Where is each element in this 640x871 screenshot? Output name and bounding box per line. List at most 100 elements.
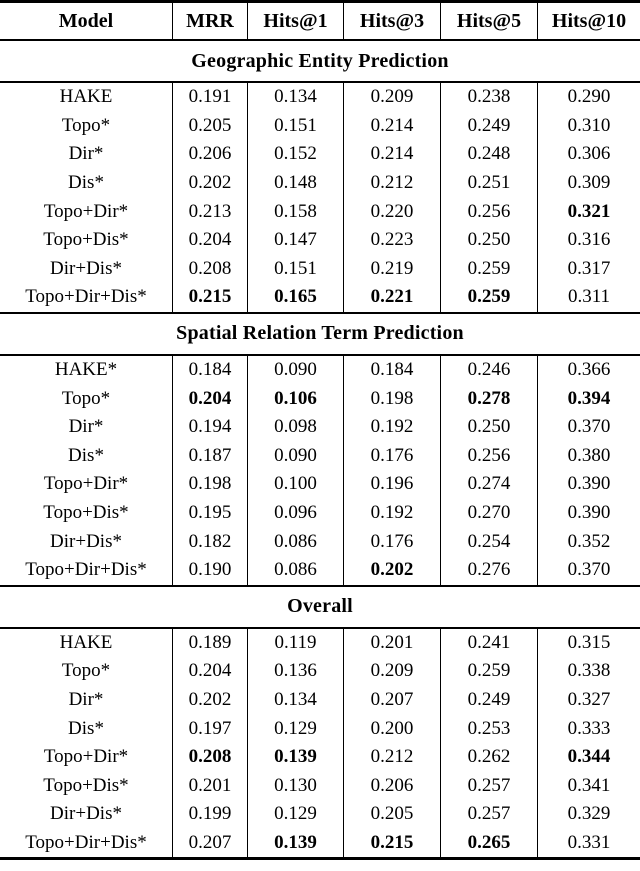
section-overall: Overall HAKE 0.189 0.119 0.201 0.241 0.315 Top…: [0, 587, 640, 858]
metric-value: 0.209: [343, 83, 440, 112]
metric-value: 0.213: [172, 197, 247, 226]
metric-value: 0.274: [440, 470, 537, 499]
metric-value: 0.257: [440, 800, 537, 829]
metric-value: 0.199: [172, 800, 247, 829]
metric-value: 0.212: [343, 168, 440, 198]
table-row: Topo* 0.204 0.106 0.198 0.278 0.394: [0, 384, 640, 413]
metric-value: 0.134: [247, 685, 343, 715]
metric-value: 0.248: [440, 140, 537, 169]
table-row: Dir+Dis* 0.208 0.151 0.219 0.259 0.317: [0, 254, 640, 284]
model-name: Dir+Dis*: [50, 530, 122, 552]
metric-value: 0.129: [247, 800, 343, 829]
metric-value: 0.184: [343, 355, 440, 385]
metric-value: 0.315: [537, 628, 640, 658]
metric-value: 0.206: [343, 771, 440, 801]
metric-value: 0.352: [537, 527, 640, 556]
model-name: Topo+Dir+Dis*: [25, 286, 147, 308]
metric-value: 0.136: [247, 657, 343, 686]
table-row: Dis* 0.202 0.148 0.212 0.251 0.309: [0, 168, 640, 198]
table-row: Dir+Dis* 0.182 0.086 0.176 0.254 0.352: [0, 527, 640, 556]
table-row: Topo+Dir+Dis* 0.207 0.139 0.215 0.265 0.331: [0, 828, 640, 858]
metric-value: 0.198: [172, 470, 247, 499]
model-name: Dis*: [68, 444, 104, 466]
metric-value: 0.184: [172, 355, 247, 385]
model-name: Topo+Dis*: [43, 229, 129, 251]
metric-value: 0.086: [247, 555, 343, 585]
metric-value: 0.331: [537, 828, 640, 858]
metric-value: 0.262: [440, 742, 537, 772]
table-row: Topo+Dis* 0.195 0.096 0.192 0.270 0.390: [0, 498, 640, 528]
metric-value: 0.219: [343, 254, 440, 284]
metric-value: 0.208: [172, 742, 247, 772]
metric-value: 0.158: [247, 197, 343, 226]
metric-value: 0.139: [247, 828, 343, 858]
model-name: Topo*: [61, 387, 111, 409]
section-title: Overall: [0, 587, 640, 629]
metric-value: 0.311: [537, 283, 640, 312]
table-row: Dir+Dis* 0.199 0.129 0.205 0.257 0.329: [0, 800, 640, 829]
metric-value: 0.192: [343, 498, 440, 528]
metric-value: 0.208: [172, 254, 247, 284]
metric-value: 0.256: [440, 441, 537, 471]
table-row: Topo+Dis* 0.201 0.130 0.206 0.257 0.341: [0, 771, 640, 801]
metric-value: 0.201: [172, 771, 247, 801]
metric-value: 0.215: [343, 828, 440, 858]
metric-value: 0.221: [343, 283, 440, 312]
metric-value: 0.214: [343, 140, 440, 169]
metric-value: 0.215: [172, 283, 247, 312]
metric-value: 0.259: [440, 283, 537, 312]
metric-value: 0.253: [440, 714, 537, 743]
column-header-hits5: Hits@5: [440, 3, 537, 39]
metric-value: 0.327: [537, 685, 640, 715]
model-name: Topo+Dis*: [43, 502, 129, 524]
metric-value: 0.338: [537, 657, 640, 686]
section-body: HAKE* 0.184 0.090 0.184 0.246 0.366 Topo* 0.204…: [0, 355, 640, 587]
metric-value: 0.139: [247, 742, 343, 772]
table-row: Dir* 0.206 0.152 0.214 0.248 0.306: [0, 140, 640, 169]
table-row: Topo+Dir* 0.208 0.139 0.212 0.262 0.344: [0, 742, 640, 772]
metric-value: 0.202: [172, 685, 247, 715]
model-name: Dir*: [68, 416, 104, 438]
metric-value: 0.321: [537, 197, 640, 226]
table-row: HAKE 0.191 0.134 0.209 0.238 0.290: [0, 83, 640, 112]
model-name: Topo+Dir*: [43, 473, 129, 495]
metric-value: 0.106: [247, 384, 343, 413]
column-header-hits1: Hits@1: [247, 3, 343, 39]
metric-value: 0.259: [440, 657, 537, 686]
metric-value: 0.190: [172, 555, 247, 585]
metric-value: 0.187: [172, 441, 247, 471]
metric-value: 0.256: [440, 197, 537, 226]
metric-value: 0.333: [537, 714, 640, 743]
metric-value: 0.394: [537, 384, 640, 413]
section-geographic-entity-prediction: Geographic Entity Prediction HAKE 0.191 0.…: [0, 41, 640, 314]
metric-value: 0.246: [440, 355, 537, 385]
section-title: Geographic Entity Prediction: [0, 41, 640, 83]
model-name: HAKE: [59, 631, 113, 653]
metric-value: 0.257: [440, 771, 537, 801]
metric-value: 0.189: [172, 628, 247, 658]
table-row: Dir* 0.202 0.134 0.207 0.249 0.327: [0, 685, 640, 715]
column-header-model: Model: [58, 9, 114, 32]
metric-value: 0.317: [537, 254, 640, 284]
metric-value: 0.370: [537, 412, 640, 442]
metric-value: 0.134: [247, 83, 343, 112]
table-row: HAKE 0.189 0.119 0.201 0.241 0.315: [0, 628, 640, 658]
metric-value: 0.316: [537, 225, 640, 255]
table-row: Topo* 0.204 0.136 0.209 0.259 0.338: [0, 657, 640, 686]
metric-value: 0.202: [172, 168, 247, 198]
metric-value: 0.250: [440, 412, 537, 442]
metric-value: 0.214: [343, 111, 440, 141]
table-header-row: Model MRR Hits@1 Hits@3 Hits@5 Hits@10: [0, 3, 640, 41]
metric-value: 0.176: [343, 441, 440, 471]
table-row: Topo* 0.205 0.151 0.214 0.249 0.310: [0, 111, 640, 141]
table-row: Topo+Dir+Dis* 0.215 0.165 0.221 0.259 0.311: [0, 283, 640, 312]
metric-value: 0.310: [537, 111, 640, 141]
column-header-hits3: Hits@3: [343, 3, 440, 39]
metric-value: 0.250: [440, 225, 537, 255]
model-name: Dis*: [68, 172, 104, 194]
metric-value: 0.254: [440, 527, 537, 556]
model-name: Topo+Dir+Dis*: [25, 831, 147, 853]
metric-value: 0.100: [247, 470, 343, 499]
metric-value: 0.249: [440, 685, 537, 715]
metric-value: 0.129: [247, 714, 343, 743]
